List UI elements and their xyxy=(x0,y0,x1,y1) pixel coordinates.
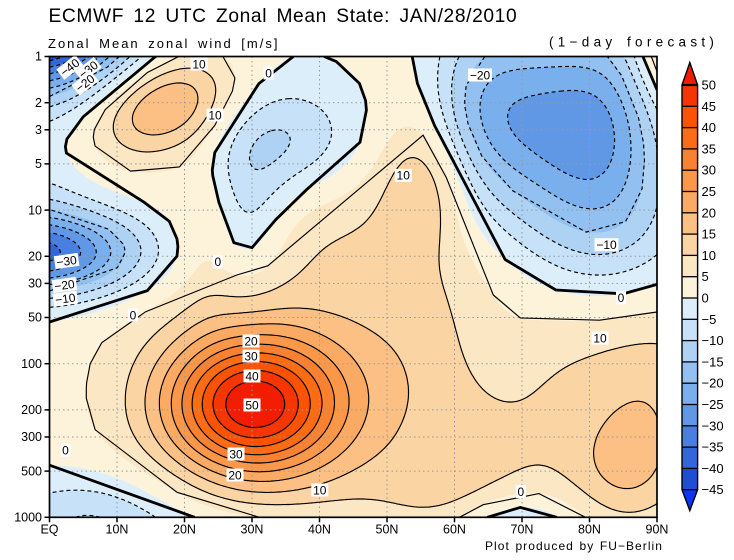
svg-text:3: 3 xyxy=(35,123,42,137)
svg-text:−35: −35 xyxy=(702,440,724,455)
svg-text:0: 0 xyxy=(214,255,221,269)
svg-text:20: 20 xyxy=(702,205,716,220)
svg-text:10: 10 xyxy=(208,108,222,122)
svg-text:−20: −20 xyxy=(702,376,724,391)
svg-text:10: 10 xyxy=(192,57,206,71)
svg-text:60N: 60N xyxy=(443,523,466,537)
svg-text:10: 10 xyxy=(28,203,42,217)
svg-text:50: 50 xyxy=(245,398,259,412)
svg-text:20N: 20N xyxy=(173,523,196,537)
svg-text:40: 40 xyxy=(702,120,716,135)
svg-text:10: 10 xyxy=(397,169,411,183)
svg-text:30: 30 xyxy=(702,163,716,178)
svg-text:20: 20 xyxy=(28,250,42,264)
svg-text:(1−day forecast): (1−day forecast) xyxy=(549,35,718,50)
svg-text:50N: 50N xyxy=(376,523,399,537)
svg-text:−5: −5 xyxy=(702,312,717,327)
svg-text:90N: 90N xyxy=(646,523,669,537)
svg-text:500: 500 xyxy=(21,464,42,478)
svg-text:−40: −40 xyxy=(702,461,724,476)
svg-text:40: 40 xyxy=(245,369,259,383)
svg-text:−15: −15 xyxy=(702,354,724,369)
svg-text:5: 5 xyxy=(35,157,42,171)
svg-text:20: 20 xyxy=(228,468,242,482)
svg-text:0: 0 xyxy=(618,291,625,305)
svg-text:ECMWF 12 UTC Zonal Mean State:: ECMWF 12 UTC Zonal Mean State: JAN/28/20… xyxy=(49,6,518,27)
svg-text:30: 30 xyxy=(28,277,42,291)
svg-text:−20: −20 xyxy=(53,277,75,294)
svg-text:−45: −45 xyxy=(702,482,724,497)
svg-text:50: 50 xyxy=(702,78,716,93)
svg-text:−30: −30 xyxy=(702,418,724,433)
svg-text:35: 35 xyxy=(702,141,716,156)
svg-text:−20: −20 xyxy=(470,68,491,82)
svg-text:45: 45 xyxy=(702,99,716,114)
svg-text:300: 300 xyxy=(21,430,42,444)
svg-text:0: 0 xyxy=(518,485,525,499)
svg-text:Plot produced by FU−Berlin: Plot produced by FU−Berlin xyxy=(485,539,663,553)
svg-text:10: 10 xyxy=(313,483,327,497)
svg-text:Zonal Mean zonal wind [m/s]: Zonal Mean zonal wind [m/s] xyxy=(48,36,279,51)
svg-text:0: 0 xyxy=(702,291,709,306)
svg-text:30: 30 xyxy=(244,349,258,363)
svg-text:0: 0 xyxy=(130,308,137,322)
svg-text:10: 10 xyxy=(593,331,607,345)
svg-text:70N: 70N xyxy=(511,523,534,537)
svg-text:−30: −30 xyxy=(56,253,78,270)
svg-text:5: 5 xyxy=(702,269,709,284)
svg-text:−10: −10 xyxy=(54,291,76,308)
svg-text:2: 2 xyxy=(35,96,42,110)
svg-text:EQ: EQ xyxy=(40,523,58,537)
svg-text:15: 15 xyxy=(702,227,716,242)
svg-text:0: 0 xyxy=(265,66,272,80)
svg-text:30: 30 xyxy=(229,447,243,461)
svg-text:100: 100 xyxy=(21,357,42,371)
svg-text:−10: −10 xyxy=(702,333,724,348)
svg-text:10N: 10N xyxy=(106,523,129,537)
svg-text:200: 200 xyxy=(21,403,42,417)
svg-text:50: 50 xyxy=(28,311,42,325)
svg-text:10: 10 xyxy=(702,248,716,263)
svg-text:20: 20 xyxy=(244,334,258,348)
svg-text:−25: −25 xyxy=(702,397,724,412)
svg-text:1: 1 xyxy=(35,50,42,64)
svg-text:30N: 30N xyxy=(241,523,264,537)
svg-text:25: 25 xyxy=(702,184,716,199)
svg-text:40N: 40N xyxy=(308,523,331,537)
svg-text:−10: −10 xyxy=(596,238,617,252)
svg-text:0: 0 xyxy=(62,444,69,458)
svg-text:1000: 1000 xyxy=(14,511,42,525)
svg-text:80N: 80N xyxy=(578,523,601,537)
